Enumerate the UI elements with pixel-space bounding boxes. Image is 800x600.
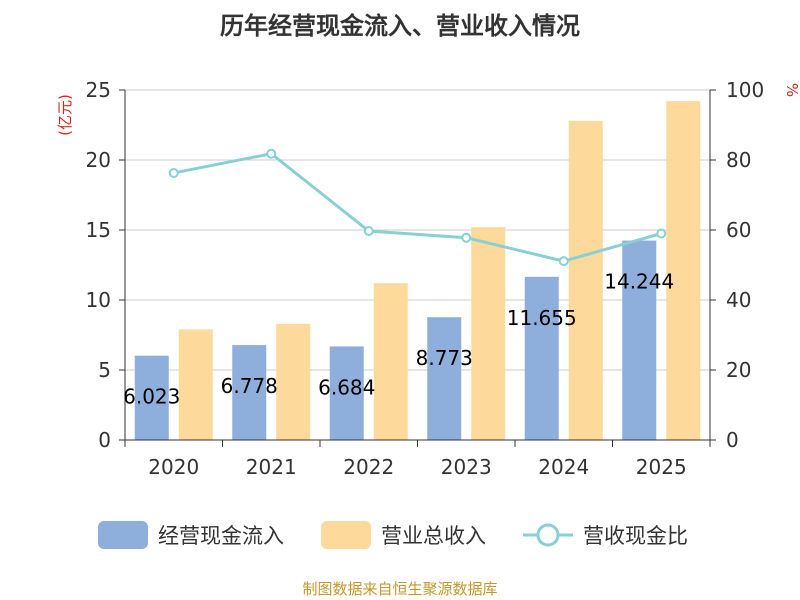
ratio-point	[558, 256, 569, 267]
legend-swatch	[98, 521, 148, 549]
data-label: 11.655	[507, 306, 577, 330]
left-tick-label: 25	[86, 78, 111, 102]
right-tick-label: 80	[726, 148, 751, 172]
x-tick-label: 2025	[636, 455, 687, 479]
bar-revenue	[568, 120, 603, 441]
right-axis-unit: %	[783, 83, 800, 97]
ratio-point	[266, 148, 277, 159]
x-tick-label: 2020	[148, 455, 199, 479]
x-tick-label: 2021	[246, 455, 297, 479]
left-tick-label: 20	[86, 148, 111, 172]
legend-label: 营业总收入	[381, 524, 486, 548]
legend-label: 营收现金比	[583, 524, 688, 548]
bar-cash-inflow	[427, 317, 462, 440]
legend-marker	[536, 523, 560, 547]
data-label: 8.773	[416, 346, 473, 370]
data-label: 6.684	[318, 375, 375, 399]
x-tick-label: 2023	[441, 455, 492, 479]
left-tick-label: 10	[86, 288, 111, 312]
chart-title: 历年经营现金流入、营业收入情况	[220, 12, 580, 40]
bar-cash-inflow	[232, 345, 267, 440]
bar-revenue	[471, 227, 506, 440]
bar-revenue	[276, 323, 311, 440]
source-note: 制图数据来自恒生聚源数据库	[302, 580, 498, 598]
legend-swatch	[321, 521, 371, 549]
right-tick-label: 0	[726, 428, 739, 452]
right-tick-label: 100	[726, 78, 764, 102]
legend: 经营现金流入 营业总收入 营收现金比	[98, 521, 688, 549]
left-tick-label: 5	[98, 358, 111, 382]
bar-revenue	[178, 329, 213, 440]
bar-cash-inflow	[134, 355, 169, 440]
data-label: 6.023	[123, 385, 180, 409]
ratio-point	[656, 228, 667, 239]
data-label: 14.244	[604, 270, 674, 294]
data-labels: 6.023 6.778 6.684 8.773 11.655 14.244	[123, 270, 674, 409]
x-tick-label: 2022	[343, 455, 394, 479]
x-tick-label: 2024	[538, 455, 589, 479]
ratio-point	[461, 232, 472, 243]
bar-revenue	[373, 283, 408, 440]
bar-revenue	[666, 101, 701, 440]
right-tick-label: 40	[726, 288, 751, 312]
right-tick-label: 20	[726, 358, 751, 382]
data-label: 6.778	[221, 374, 278, 398]
bar-marks	[134, 101, 701, 441]
ratio-line-path	[173, 152, 662, 263]
ratio-line	[168, 148, 667, 267]
ratio-point	[363, 226, 374, 237]
left-tick-label: 0	[98, 428, 111, 452]
bar-cash-inflow	[329, 346, 364, 440]
right-tick-label: 60	[726, 218, 751, 242]
gridlines	[125, 89, 710, 371]
left-axis-unit: (亿元)	[56, 94, 74, 136]
legend-label: 经营现金流入	[158, 524, 284, 548]
ratio-point	[168, 167, 179, 178]
left-tick-label: 15	[86, 218, 111, 242]
bar-cash-inflow	[622, 240, 657, 440]
bar-cash-inflow	[524, 276, 559, 440]
